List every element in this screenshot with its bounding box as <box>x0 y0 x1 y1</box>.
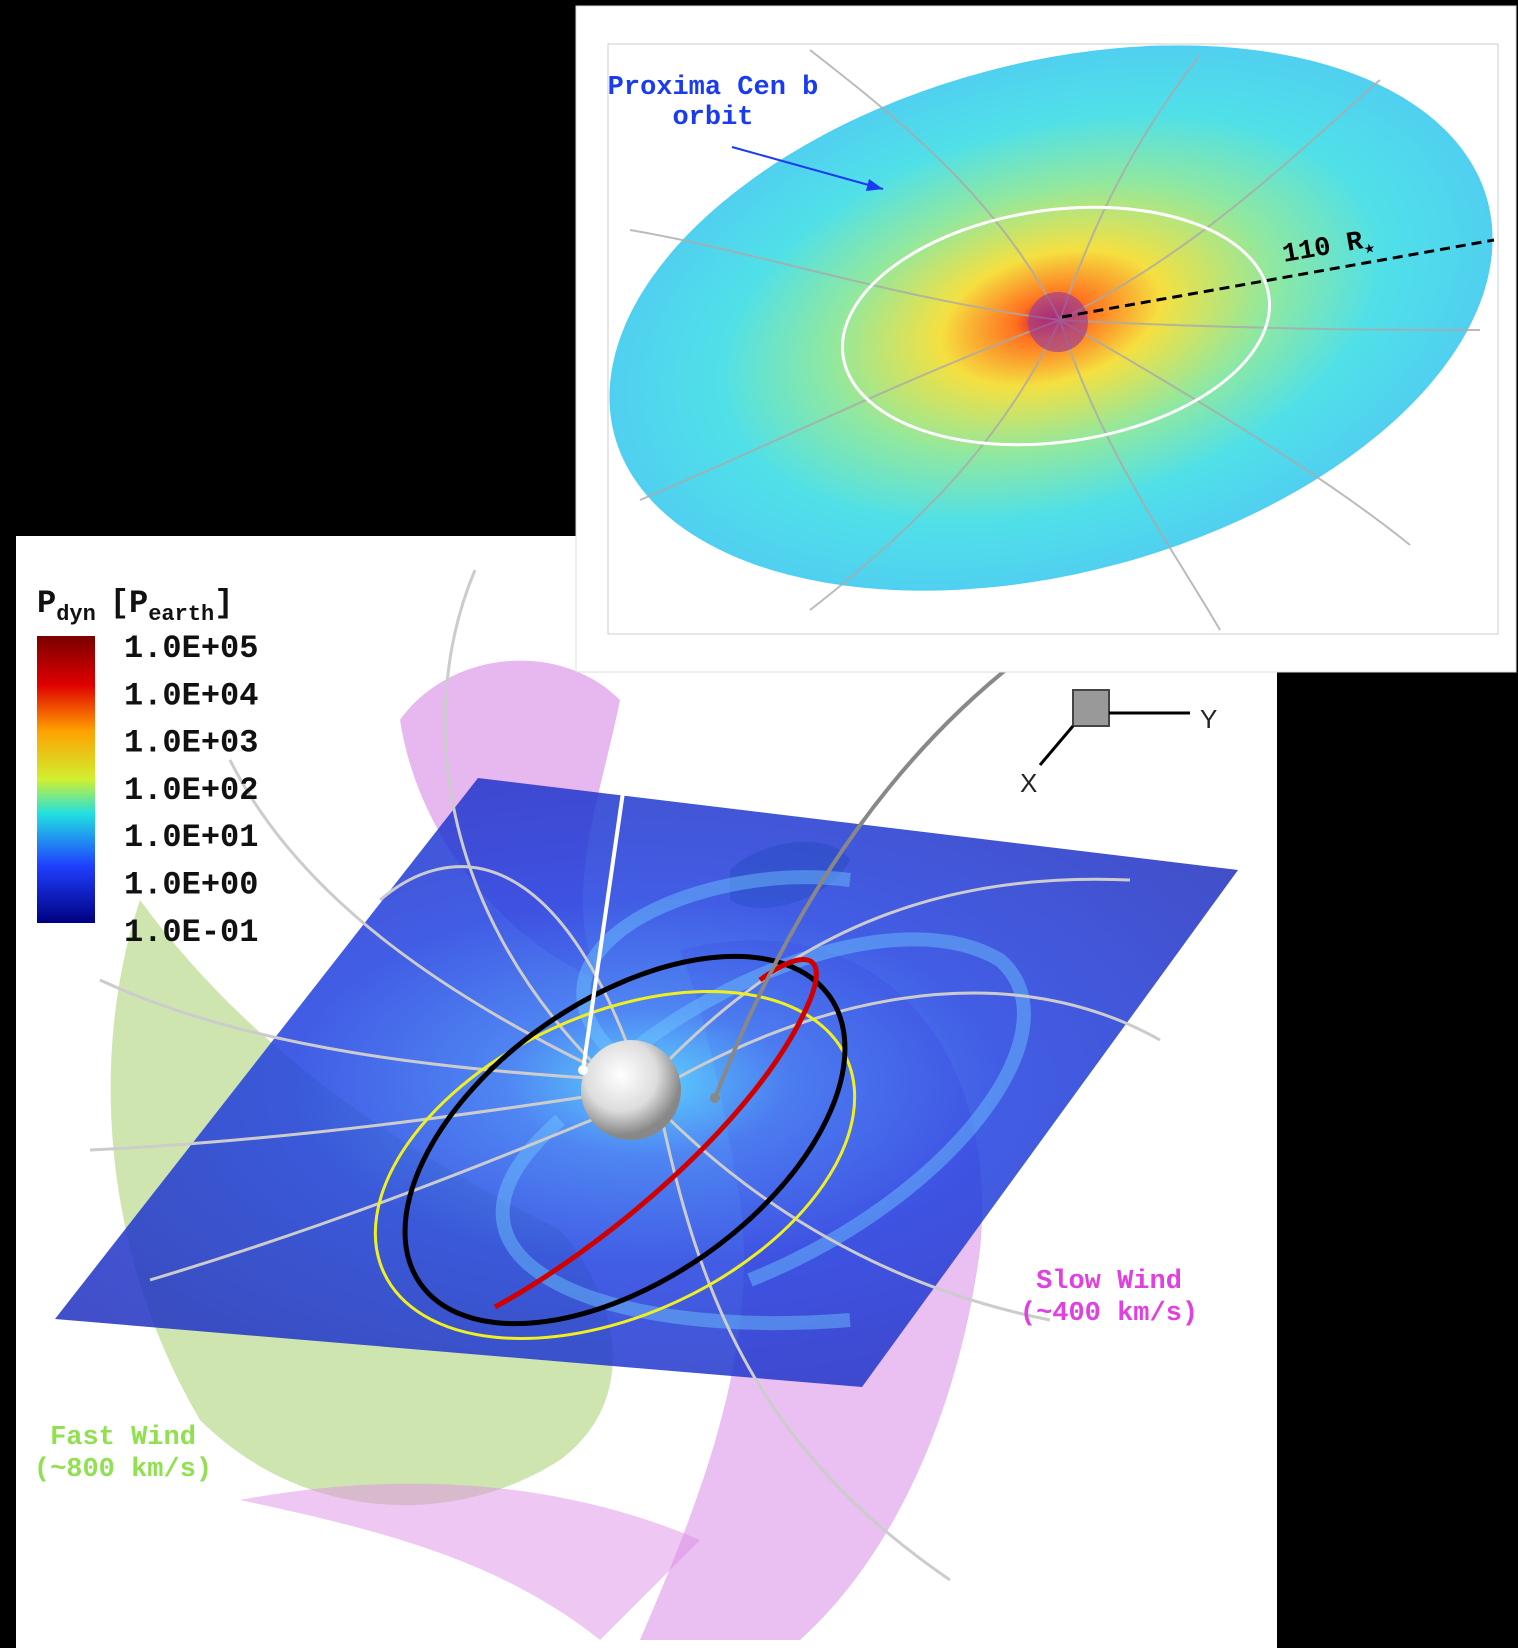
star <box>581 1040 681 1140</box>
colorbar-label: 1.0E+02 <box>124 772 258 809</box>
axis-cube <box>1072 689 1110 727</box>
colorbar <box>37 636 95 923</box>
connector <box>581 666 643 1071</box>
colorbar-label: 1.0E+01 <box>124 819 258 856</box>
field-lines <box>89 569 1161 1582</box>
slow-wind-surface <box>240 1483 700 1640</box>
orbit-label: Proxima Cen b <box>608 73 819 103</box>
colorbar-label: 1.0E+05 <box>124 630 258 667</box>
fast-wind-label: Fast Wind <box>50 1423 196 1453</box>
colorbar-label: 1.0E+00 <box>124 867 258 904</box>
orbit-label: orbit <box>672 103 753 133</box>
inset-star <box>1028 292 1088 352</box>
x-axis <box>1038 725 1075 766</box>
connector-dot <box>578 1065 588 1075</box>
colorbar-label: 1.0E-01 <box>124 914 258 951</box>
slow-wind-label: (~400 km/s) <box>1020 1299 1198 1329</box>
inset-frame <box>607 43 1499 635</box>
orbit-arrow <box>731 146 884 190</box>
axis-label: Y <box>1200 704 1217 734</box>
colorbar-label: 1.0E+04 <box>124 677 258 714</box>
slow-wind-label: Slow Wind <box>1036 1267 1182 1297</box>
orbit-arrowhead <box>866 179 883 191</box>
inset-field-lines <box>629 49 1481 631</box>
axis-label: X <box>1020 768 1037 798</box>
orbit-red <box>493 957 819 1310</box>
connector-dot <box>710 1093 720 1103</box>
distance-line <box>1061 238 1495 319</box>
orbit-black <box>402 953 848 1327</box>
colorbar-label: 1.0E+03 <box>124 725 258 762</box>
inset-orbit <box>840 205 1272 447</box>
colorbar-title: Pdyn [Pearth] <box>37 585 233 627</box>
fast-wind-label: (~800 km/s) <box>34 1455 212 1485</box>
